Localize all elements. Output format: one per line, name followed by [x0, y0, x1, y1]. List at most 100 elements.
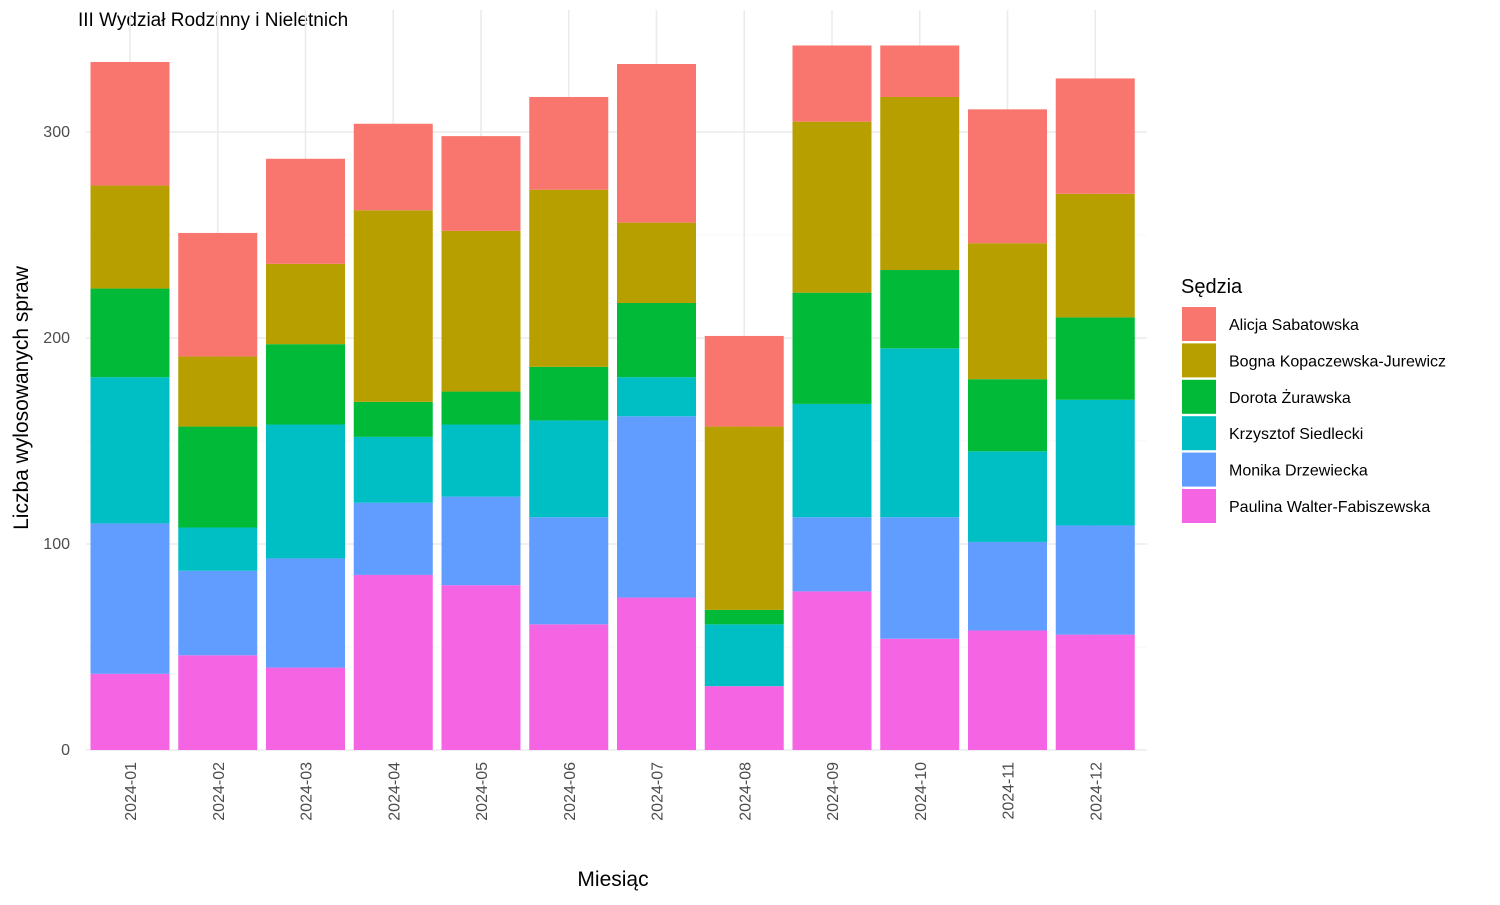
legend-swatch [1182, 416, 1216, 451]
bar-segment [178, 232, 258, 357]
bar-segment [880, 517, 960, 639]
y-tick-label: 0 [61, 742, 70, 759]
bar-segment [90, 61, 170, 186]
bar-segment [617, 597, 696, 750]
legend-swatch [1182, 379, 1216, 414]
bar-segment [441, 391, 521, 425]
bar-segment [704, 609, 784, 625]
bars [90, 45, 1135, 750]
legend-label: Dorota Żurawska [1229, 388, 1351, 407]
bar-segment [178, 570, 258, 656]
y-tick-label: 100 [43, 536, 70, 553]
bar-segment [968, 243, 1047, 380]
x-tick-label: 2024-05 [474, 762, 491, 821]
bar-segment [968, 109, 1047, 244]
legend-label: Monika Drzewiecka [1229, 463, 1368, 480]
bar-segment [529, 517, 609, 625]
x-tick-label: 2024-04 [386, 762, 403, 821]
legend-title: Sędzia [1181, 276, 1243, 298]
bar-segment [178, 426, 258, 528]
bar-segment [529, 420, 609, 518]
legend: Sędzia Alicja Sabatowska Bogna Kopaczewsk… [1181, 276, 1446, 523]
bar-segment [617, 64, 696, 223]
x-axis-label: Miesiąc [577, 868, 648, 891]
bar-segment [617, 222, 696, 303]
x-tick-label: 2024-03 [299, 762, 316, 821]
bar-segment [441, 136, 521, 231]
bar-segment [880, 96, 960, 271]
bar-segment [1055, 317, 1135, 400]
y-tick-label: 200 [43, 330, 70, 347]
bar-segment [1055, 193, 1135, 318]
x-tick-label: 2024-06 [562, 762, 579, 821]
legend-label: Paulina Walter-Fabiszewska [1229, 499, 1430, 516]
bar-segment [353, 210, 433, 402]
y-tick-label: 300 [43, 124, 70, 141]
x-tick-label: 2024-02 [211, 762, 228, 821]
bar-segment [704, 624, 784, 687]
bar-segment [617, 302, 696, 378]
bar-segment [529, 189, 609, 367]
bar-segment [792, 292, 872, 404]
x-tick-label: 2024-12 [1088, 762, 1105, 821]
bar-segment [266, 263, 345, 345]
bar-segment [441, 496, 521, 586]
bar-segment [353, 436, 433, 503]
bar-segment [1055, 399, 1135, 526]
bar-segment [792, 517, 872, 592]
bar-segment [441, 424, 521, 497]
bar-segment [1055, 78, 1135, 194]
bar-segment [968, 379, 1047, 452]
bar-segment [880, 45, 960, 97]
bar-segment [90, 185, 170, 289]
bar-segment [880, 348, 960, 518]
legend-swatch [1182, 343, 1216, 378]
bar-segment [617, 377, 696, 417]
bar-segment [704, 426, 784, 610]
bar-segment [353, 574, 433, 750]
bar-segment [792, 121, 872, 293]
bar-segment [178, 655, 258, 750]
x-tick-label: 2024-09 [825, 762, 842, 821]
legend-swatch [1182, 452, 1216, 487]
legend-swatch [1182, 489, 1216, 523]
bar-segment [704, 686, 784, 750]
bar-segment [178, 356, 258, 427]
legend-swatch [1182, 307, 1216, 341]
bar-segment [90, 377, 170, 524]
bar-segment [441, 230, 521, 392]
legend-label: Bogna Kopaczewska-Jurewicz [1229, 353, 1446, 370]
bar-segment [353, 401, 433, 437]
bar-segment [792, 45, 872, 122]
bar-segment [441, 585, 521, 750]
x-tick-label: 2024-11 [1001, 762, 1018, 820]
x-tick-label: 2024-10 [913, 762, 930, 821]
bar-segment [90, 523, 170, 674]
bar-segment [90, 288, 170, 378]
bar-segment [792, 403, 872, 518]
bar-segment [880, 638, 960, 750]
y-axis: 0 100 200 300 [43, 124, 70, 759]
legend-label: Krzysztof Siedlecki [1229, 426, 1363, 443]
bar-segment [968, 451, 1047, 542]
x-tick-label: 2024-07 [650, 762, 667, 821]
bar-segment [529, 96, 609, 190]
bar-segment [266, 558, 345, 668]
bar-segment [529, 366, 609, 421]
bar-segment [792, 591, 872, 750]
bar-segment [90, 673, 170, 750]
bar-segment [968, 630, 1047, 750]
bar-segment [880, 270, 960, 349]
bar-segment [353, 123, 433, 211]
y-axis-label: Liczba wylosowanych spraw [10, 265, 33, 530]
bar-segment [266, 344, 345, 425]
x-tick-label: 2024-08 [737, 762, 754, 821]
bar-segment [1055, 525, 1135, 635]
bar-segment [266, 424, 345, 559]
bar-segment [704, 335, 784, 427]
bar-segment [968, 541, 1047, 631]
x-axis: 2024-01 2024-02 2024-03 2024-04 2024-05 2024-… [123, 762, 1105, 821]
bar-segment [529, 624, 609, 750]
bar-segment [1055, 634, 1135, 750]
